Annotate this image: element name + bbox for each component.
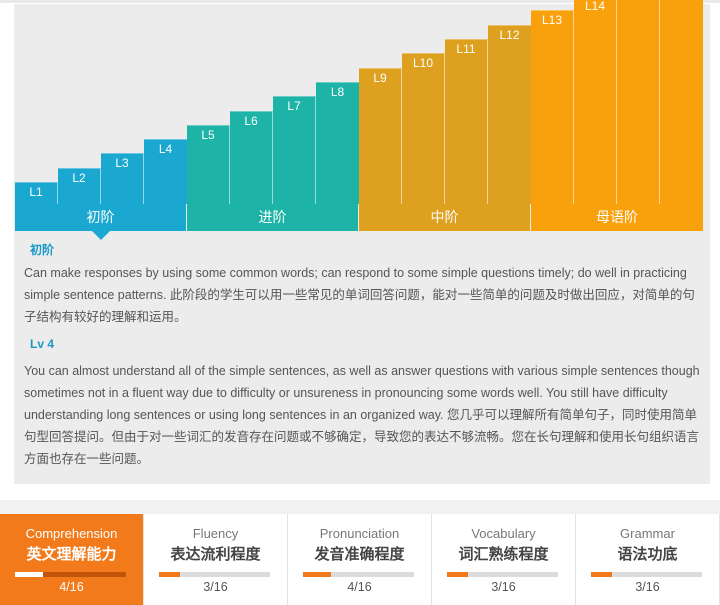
skill-tab-grammar[interactable]: Grammar 语法功底 3/16 xyxy=(576,514,720,605)
skill-chinese-name: 英文理解能力 xyxy=(26,546,117,563)
skill-chinese-name: 语法功底 xyxy=(617,546,678,563)
level-bar-label: L6 xyxy=(244,113,258,128)
skill-english-name: Vocabulary xyxy=(471,526,536,541)
skill-progress-fill xyxy=(591,572,612,577)
skill-progress-track xyxy=(159,572,270,577)
skill-score: 4/16 xyxy=(347,580,372,594)
skill-english-name: Comprehension xyxy=(25,526,118,541)
skill-tab-vocabulary[interactable]: Vocabulary 词汇熟练程度 3/16 xyxy=(432,514,576,605)
current-stage-description: Can make responses by using some common … xyxy=(24,266,695,324)
level-bar-l9: L9 xyxy=(359,67,402,204)
skill-english-name: Pronunciation xyxy=(319,526,400,541)
level-bar-l15: L15 xyxy=(617,0,660,204)
level-bar-l4: L4 xyxy=(144,139,187,204)
level-bar-label: L5 xyxy=(201,127,215,142)
current-stage-title: 初阶 xyxy=(30,243,55,257)
skill-tab-fluency[interactable]: Fluency 表达流利程度 3/16 xyxy=(144,514,288,605)
skill-score: 3/16 xyxy=(491,580,516,594)
skill-score: 4/16 xyxy=(59,580,84,594)
stage-band-4: 母语阶 xyxy=(531,204,703,231)
level-bar-label: L2 xyxy=(72,170,86,185)
level-bar-l16: L16 xyxy=(660,0,703,204)
skill-english-name: Grammar xyxy=(620,526,675,541)
skill-progress-fill xyxy=(447,572,468,577)
skill-chinese-name: 词汇熟练程度 xyxy=(458,546,549,563)
level-bar-label: L10 xyxy=(412,56,434,71)
current-stage-pointer-icon xyxy=(92,231,110,240)
current-level-title: Lv 4 xyxy=(30,337,55,351)
level-bar-l10: L10 xyxy=(402,53,445,204)
stage-band-1: 初阶 xyxy=(15,204,186,231)
level-staircase: L1 L2 L3 L4 L5 L6 L7 L8 L9 L10 L11 L12 L13 L14 L15L16 初… xyxy=(14,0,710,231)
section-divider xyxy=(0,500,720,514)
level-bar-label: L3 xyxy=(115,156,129,171)
level-bar-l7: L7 xyxy=(273,96,316,204)
skill-progress-track xyxy=(591,572,702,577)
skill-tab-pronunciation[interactable]: Pronunciation 发音准确程度 4/16 xyxy=(288,514,432,605)
skill-tabs: Comprehension 英文理解能力 4/16 Fluency 表达流利程度… xyxy=(0,514,720,605)
current-level-description: You can almost understand all of the sim… xyxy=(24,364,700,466)
level-bar-l8: L8 xyxy=(316,81,359,204)
level-bar-label: L4 xyxy=(158,142,173,157)
top-divider xyxy=(0,0,720,3)
level-bar-l6: L6 xyxy=(230,110,273,204)
level-bar-label: L14 xyxy=(584,0,606,14)
level-bar-label: L13 xyxy=(541,13,563,28)
skill-score: 3/16 xyxy=(635,580,660,594)
level-bar-l14: L14 xyxy=(574,0,617,204)
skill-english-name: Fluency xyxy=(192,526,239,541)
level-bar-l3: L3 xyxy=(101,153,144,204)
level-bar-label: L1 xyxy=(29,185,43,199)
level-bar-label: L9 xyxy=(373,70,387,85)
level-bar-l1: L1 xyxy=(15,182,58,204)
skill-progress-track xyxy=(15,572,126,577)
skill-score: 3/16 xyxy=(203,580,228,594)
level-bar-l11: L11 xyxy=(445,39,488,204)
level-bar-label: L11 xyxy=(456,42,476,56)
level-panel: L1 L2 L3 L4 L5 L6 L7 L8 L9 L10 L11 L12 L13 L14 L15L16 初… xyxy=(14,0,710,484)
level-bar-l12: L12 xyxy=(488,24,531,204)
skill-chinese-name: 表达流利程度 xyxy=(170,546,261,563)
skill-progress-track xyxy=(303,572,414,577)
stage-band-2: 进阶 xyxy=(187,204,358,231)
stage-band-3: 中阶 xyxy=(359,204,530,231)
level-bar-label: L7 xyxy=(287,99,301,114)
skill-chinese-name: 发音准确程度 xyxy=(314,546,405,563)
level-bar-l5: L5 xyxy=(187,124,230,204)
skill-tab-comprehension[interactable]: Comprehension 英文理解能力 4/16 xyxy=(0,514,144,605)
skill-progress-track xyxy=(447,572,558,577)
level-bar-label: L12 xyxy=(499,27,520,42)
skill-progress-fill xyxy=(159,572,180,577)
level-bar-l2: L2 xyxy=(58,167,101,204)
level-bar-label: L8 xyxy=(330,84,345,99)
skill-progress-fill xyxy=(15,572,43,577)
skill-progress-fill xyxy=(303,572,331,577)
level-bar-l13: L13 xyxy=(531,10,574,204)
